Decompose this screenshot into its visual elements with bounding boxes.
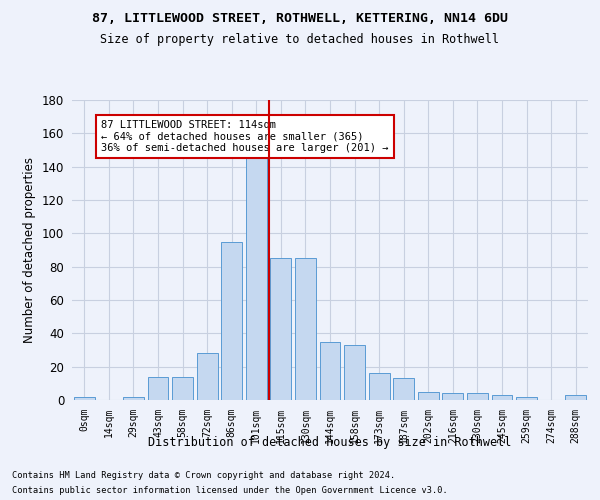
Bar	[246, 154, 267, 400]
Bar	[295, 258, 316, 400]
Y-axis label: Number of detached properties: Number of detached properties	[23, 157, 37, 343]
Bar	[491, 395, 512, 400]
Text: Size of property relative to detached houses in Rothwell: Size of property relative to detached ho…	[101, 32, 499, 46]
Text: 87 LITTLEWOOD STREET: 114sqm
← 64% of detached houses are smaller (365)
36% of s: 87 LITTLEWOOD STREET: 114sqm ← 64% of de…	[101, 120, 389, 153]
Bar	[516, 396, 537, 400]
Bar	[197, 354, 218, 400]
Bar	[123, 396, 144, 400]
Bar	[393, 378, 414, 400]
Bar	[271, 258, 292, 400]
Bar	[148, 376, 169, 400]
Bar	[320, 342, 340, 400]
Bar	[418, 392, 439, 400]
Bar	[344, 345, 365, 400]
Bar	[467, 394, 488, 400]
Bar	[368, 374, 389, 400]
Text: Contains public sector information licensed under the Open Government Licence v3: Contains public sector information licen…	[12, 486, 448, 495]
Bar	[565, 395, 586, 400]
Text: 87, LITTLEWOOD STREET, ROTHWELL, KETTERING, NN14 6DU: 87, LITTLEWOOD STREET, ROTHWELL, KETTERI…	[92, 12, 508, 26]
Bar	[221, 242, 242, 400]
Text: Distribution of detached houses by size in Rothwell: Distribution of detached houses by size …	[148, 436, 512, 449]
Bar	[442, 394, 463, 400]
Bar	[172, 376, 193, 400]
Bar	[74, 396, 95, 400]
Text: Contains HM Land Registry data © Crown copyright and database right 2024.: Contains HM Land Registry data © Crown c…	[12, 471, 395, 480]
